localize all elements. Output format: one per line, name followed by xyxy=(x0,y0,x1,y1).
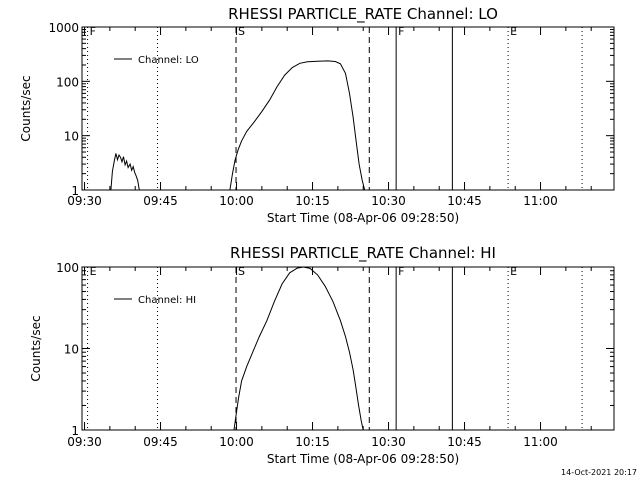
plot-frame xyxy=(81,26,615,191)
series-line xyxy=(229,60,366,191)
x-tick-label: 10:00 xyxy=(219,194,254,208)
y-tick-label: 100 xyxy=(56,75,79,89)
x-tick-label: 10:30 xyxy=(371,435,406,449)
x-tick-label: 09:45 xyxy=(143,194,178,208)
marker-label: S xyxy=(238,265,245,278)
legend-entry: Channel: LO xyxy=(138,55,199,66)
chart-title: RHESSI PARTICLE_RATE Channel: HI xyxy=(230,244,496,263)
marker-label: F xyxy=(90,25,96,38)
x-tick-label: 10:15 xyxy=(295,435,330,449)
marker-label: F xyxy=(398,265,404,278)
x-axis-label: Start Time (08-Apr-06 09:28:50) xyxy=(267,452,459,466)
x-tick-label: 10:30 xyxy=(371,194,406,208)
x-tick-label: 10:45 xyxy=(447,194,482,208)
x-tick-label: 09:45 xyxy=(143,435,178,449)
y-tick-label: 10 xyxy=(64,343,79,357)
lo-channel-panel: RHESSI PARTICLE_RATE Channel: LO 1 10 100 10… xyxy=(19,5,615,225)
marker-label: E xyxy=(510,25,517,38)
chart-title: RHESSI PARTICLE_RATE Channel: LO xyxy=(228,5,498,24)
y-tick-label: 1 xyxy=(71,424,79,438)
marker-label: E xyxy=(510,265,517,278)
hi-channel-panel: RHESSI PARTICLE_RATE Channel: HI 1 10 100 Co… xyxy=(29,244,615,466)
y-tick-label: 1000 xyxy=(48,21,79,35)
x-tick-label: 11:00 xyxy=(523,435,558,449)
x-tick-label: 10:00 xyxy=(219,435,254,449)
y-axis-label: Counts/sec xyxy=(29,315,43,381)
plot-frame xyxy=(81,266,615,431)
x-tick-label: 10:45 xyxy=(447,435,482,449)
x-axis-label: Start Time (08-Apr-06 09:28:50) xyxy=(267,211,459,225)
series-line xyxy=(110,153,140,191)
marker-label: E xyxy=(90,265,97,278)
y-tick-label: 100 xyxy=(56,261,79,275)
series-line xyxy=(233,266,364,431)
y-tick-label: 1 xyxy=(71,184,79,198)
footer-timestamp: 14-Oct-2021 20:17 xyxy=(561,468,637,477)
legend-entry: Channel: HI xyxy=(138,295,196,306)
x-tick-label: 09:30 xyxy=(67,435,102,449)
x-tick-label: 11:00 xyxy=(523,194,558,208)
x-tick-label: 10:15 xyxy=(295,194,330,208)
marker-label: S xyxy=(238,25,245,38)
y-axis-label: Counts/sec xyxy=(19,75,33,141)
marker-label: F xyxy=(398,25,404,38)
y-tick-label: 10 xyxy=(64,130,79,144)
x-tick-label: 09:30 xyxy=(67,194,102,208)
